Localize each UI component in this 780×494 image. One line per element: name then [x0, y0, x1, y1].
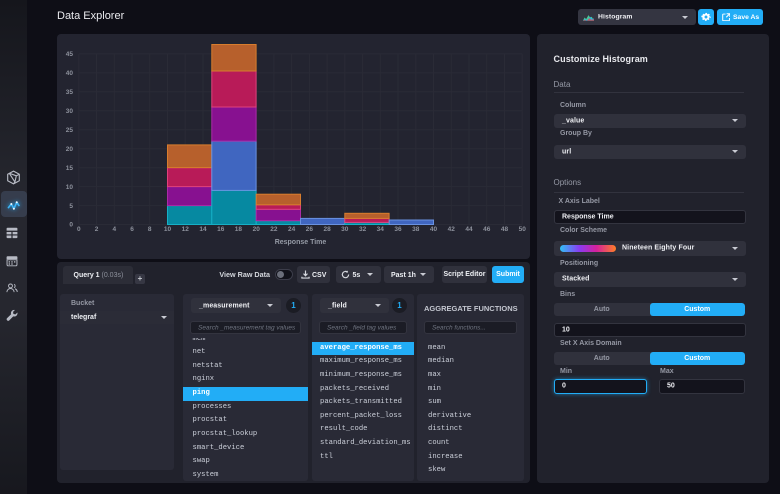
svg-text:36: 36 — [394, 226, 402, 233]
svg-text:32: 32 — [359, 226, 367, 233]
svg-text:24: 24 — [288, 226, 296, 233]
svg-text:15: 15 — [66, 165, 74, 172]
svg-text:18: 18 — [235, 226, 243, 233]
svg-text:38: 38 — [412, 226, 420, 233]
svg-text:22: 22 — [270, 226, 278, 233]
svg-text:40: 40 — [430, 226, 438, 233]
svg-text:4: 4 — [112, 226, 116, 233]
svg-text:25: 25 — [66, 127, 74, 134]
svg-text:6: 6 — [130, 226, 134, 233]
svg-text:46: 46 — [483, 226, 491, 233]
svg-text:50: 50 — [519, 226, 527, 233]
svg-text:42: 42 — [448, 226, 456, 233]
svg-text:26: 26 — [306, 226, 314, 233]
svg-text:40: 40 — [66, 70, 74, 77]
svg-text:14: 14 — [199, 226, 207, 233]
svg-text:45: 45 — [66, 51, 74, 58]
svg-text:35: 35 — [66, 89, 74, 96]
svg-text:5: 5 — [69, 203, 73, 210]
svg-text:28: 28 — [323, 226, 331, 233]
svg-text:20: 20 — [253, 226, 261, 233]
svg-text:10: 10 — [66, 184, 74, 191]
svg-text:0: 0 — [69, 222, 73, 229]
svg-text:34: 34 — [377, 226, 385, 233]
svg-text:44: 44 — [465, 226, 473, 233]
svg-text:Response Time: Response Time — [275, 239, 327, 246]
svg-text:30: 30 — [341, 226, 349, 233]
svg-text:10: 10 — [164, 226, 172, 233]
svg-text:48: 48 — [501, 226, 509, 233]
svg-text:2: 2 — [95, 226, 99, 233]
svg-text:30: 30 — [66, 108, 74, 115]
svg-text:12: 12 — [182, 226, 190, 233]
svg-text:16: 16 — [217, 226, 225, 233]
svg-text:0: 0 — [77, 226, 81, 233]
svg-text:8: 8 — [148, 226, 152, 233]
svg-text:20: 20 — [66, 146, 74, 153]
